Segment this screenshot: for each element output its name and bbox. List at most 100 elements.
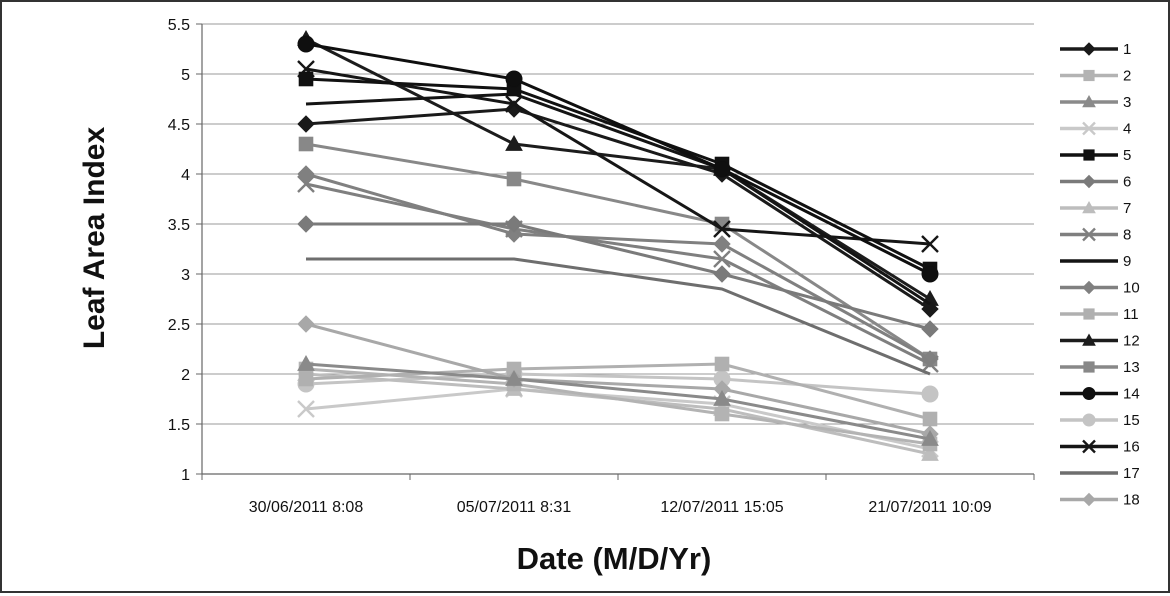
data-point [922, 411, 938, 427]
data-point [297, 215, 315, 233]
series-1 [297, 100, 939, 318]
series-layer [297, 29, 939, 461]
legend-item: 11 [1060, 306, 1139, 323]
legend-label: 1 [1123, 41, 1131, 58]
data-point [921, 444, 939, 461]
series-line [305, 107, 931, 311]
data-point [1082, 439, 1096, 454]
legend-item: 8 [1060, 227, 1131, 244]
series-line [305, 372, 931, 396]
x-tick-label: 21/07/2011 10:09 [868, 499, 991, 516]
series-17 [306, 257, 931, 376]
data-point [297, 400, 315, 418]
y-tick-label: 4 [181, 167, 190, 184]
data-point [921, 385, 939, 403]
legend-item: 9 [1060, 253, 1131, 270]
legend-label: 17 [1123, 465, 1140, 482]
x-axis-ticks: 30/06/2011 8:08 05/07/2011 8:31 12/07/2011… [249, 499, 992, 516]
series-line [305, 182, 931, 366]
legend-item: 12 [1060, 333, 1140, 350]
data-point [714, 356, 730, 372]
legend-label: 6 [1123, 174, 1131, 191]
legend-item: 6 [1060, 174, 1131, 191]
legend-item: 10 [1060, 280, 1140, 297]
data-point [1083, 69, 1095, 82]
legend-label: 9 [1123, 253, 1131, 270]
data-point [1083, 361, 1095, 373]
data-point [297, 354, 315, 371]
legend-label: 14 [1123, 386, 1140, 403]
y-tick-label: 5.5 [168, 17, 190, 34]
legend-item: 14 [1060, 386, 1140, 403]
data-point [1082, 280, 1096, 295]
data-point [1083, 149, 1095, 161]
y-axis-title: Leaf Area Index [78, 127, 111, 350]
legend-label: 5 [1123, 147, 1131, 164]
data-point [921, 320, 939, 338]
legend-label: 15 [1123, 412, 1140, 429]
data-point [921, 429, 939, 446]
series-9 [305, 92, 931, 306]
data-point [298, 371, 314, 387]
y-axis-ticks: 1 1.5 2 2.5 3 3.5 4 4.5 5 5.5 [168, 17, 190, 484]
y-tick-label: 1.5 [168, 417, 190, 434]
y-tick-label: 1 [181, 467, 190, 484]
y-tick-label: 3 [181, 267, 190, 284]
data-point [713, 265, 731, 283]
data-point [505, 369, 523, 386]
data-point [506, 171, 522, 187]
legend-item: 16 [1060, 439, 1140, 456]
data-point [1082, 42, 1096, 56]
data-point [1082, 387, 1096, 400]
legend-item: 15 [1060, 412, 1140, 429]
data-point [921, 300, 939, 318]
data-point [921, 355, 939, 373]
series-line [305, 37, 931, 301]
data-point [1082, 94, 1096, 108]
data-point [505, 95, 523, 113]
series-line [306, 257, 931, 376]
legend-item: 7 [1060, 200, 1131, 217]
series-line [305, 387, 931, 451]
data-point [713, 389, 731, 406]
legend-label: 13 [1123, 359, 1140, 376]
data-point [297, 35, 315, 53]
y-tick-label: 4.5 [168, 117, 190, 134]
data-point [714, 406, 730, 422]
data-point [1083, 308, 1095, 320]
series-line [305, 92, 931, 306]
legend-item: 3 [1060, 94, 1131, 111]
data-point [921, 265, 939, 283]
data-point [1082, 333, 1096, 346]
series-line [305, 77, 931, 271]
series-6 [297, 215, 939, 338]
legend-label: 12 [1123, 333, 1140, 350]
data-point [505, 215, 523, 233]
legend-label: 3 [1123, 94, 1131, 111]
y-tick-label: 2 [181, 367, 190, 384]
legend-item: 5 [1060, 147, 1131, 164]
data-point [505, 134, 523, 151]
series-7 [297, 364, 939, 461]
data-point [713, 235, 731, 253]
data-point [713, 250, 731, 268]
data-point [298, 71, 314, 87]
series-4 [297, 380, 939, 458]
legend-item: 13 [1060, 359, 1140, 376]
series-line [305, 362, 931, 421]
series-line [305, 142, 931, 361]
legend-label: 8 [1123, 227, 1131, 244]
series-line [305, 42, 931, 276]
data-point [297, 165, 315, 183]
series-14 [297, 35, 939, 283]
data-point [1082, 174, 1096, 189]
series-line [306, 222, 931, 331]
data-point [713, 160, 731, 178]
legend-label: 11 [1123, 306, 1139, 323]
legend-item: 17 [1060, 465, 1140, 482]
data-point [297, 115, 315, 133]
data-point [1082, 121, 1096, 136]
y-tick-label: 5 [181, 67, 190, 84]
series-line [305, 367, 931, 446]
